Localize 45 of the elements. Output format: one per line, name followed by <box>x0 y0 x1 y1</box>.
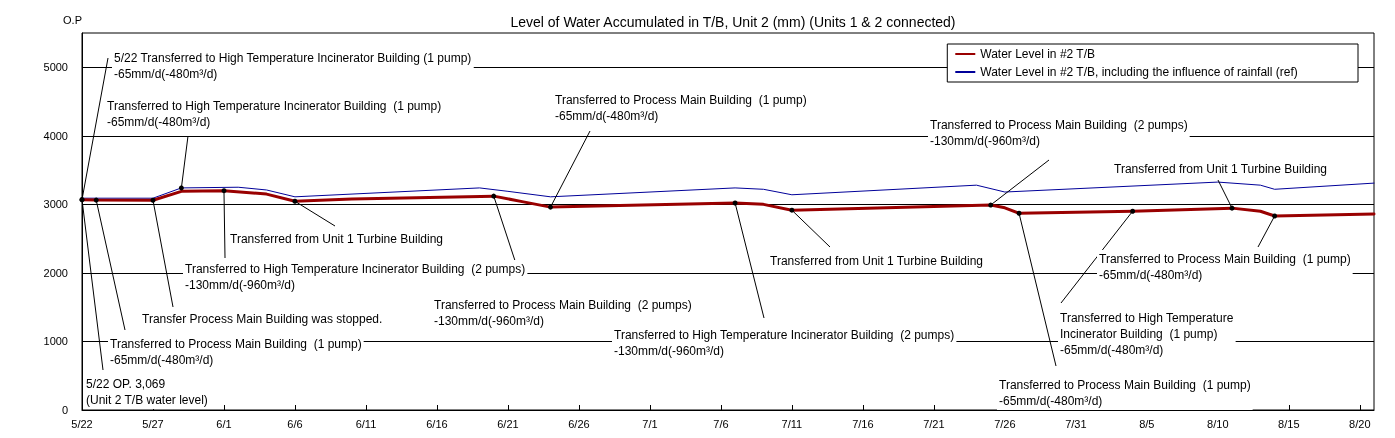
x-tick-label: 8/15 <box>1278 417 1300 430</box>
y-tick-label: 0 <box>61 404 68 416</box>
legend-label: Water Level in #2 T/B, including the influence of rainfall (ref) <box>980 65 1298 79</box>
y-tick-label: 5000 <box>43 61 68 74</box>
x-tick-label: 7/26 <box>994 417 1016 430</box>
x-tick-label: 6/26 <box>568 417 590 430</box>
x-tick-label: 7/11 <box>781 417 803 430</box>
annotation: Transferred to High Temperature Incinerator Building (2 pumps) -130mm/d(-960m³/d) <box>185 262 526 292</box>
annotation: Transferred to Process Main Building (1 pump) -65mm/d(-480m³/d) <box>110 337 362 367</box>
annotation: Transferred from Unit 1 Turbine Building <box>770 254 983 268</box>
annotation: Transferred to High Temperature Incinerator Building (1 pump) -65mm/d(-480m³/d) <box>1060 311 1234 357</box>
annotation: Transferred from Unit 1 Turbine Building <box>1114 162 1327 176</box>
x-tick-label: 5/27 <box>142 417 164 430</box>
x-tick-label: 6/21 <box>497 417 519 430</box>
y-tick-label: 2000 <box>43 266 68 279</box>
x-tick-label: 7/31 <box>1065 417 1087 430</box>
x-tick-label: 7/16 <box>852 417 874 430</box>
x-tick-label: 6/16 <box>426 417 448 430</box>
y-axis-title: O.P <box>63 13 82 26</box>
x-tick-label: 7/21 <box>923 417 945 430</box>
x-tick-label: 7/6 <box>713 417 729 430</box>
y-tick-label: 1000 <box>43 335 68 348</box>
y-tick-label: 4000 <box>43 129 68 142</box>
x-tick-label: 7/1 <box>642 417 658 430</box>
annotation: 5/22 OP. 3,069 (Unit 2 T/B water level) <box>86 377 208 407</box>
annotation: Transferred to Process Main Building (1 pump) -65mm/d(-480m³/d) <box>999 378 1251 408</box>
x-tick-label: 6/6 <box>287 417 303 430</box>
x-tick-label: 6/1 <box>216 417 232 430</box>
chart-title: Level of Water Accumulated in T/B, Unit 2 (mm) (Units 1 & 2 connected) <box>510 14 956 30</box>
annotation: Transferred to Process Main Building (2 pumps) -130mm/d(-960m³/d) <box>930 118 1188 148</box>
annotation: Transferred to High Temperature Incinerator Building (2 pumps) -130mm/d(-960m³/d) <box>614 328 955 358</box>
annotation: Transferred to Process Main Building (2 pumps) -130mm/d(-960m³/d) <box>434 298 692 328</box>
x-tick-label: 8/10 <box>1207 417 1229 430</box>
legend-label: Water Level in #2 T/B <box>980 47 1096 61</box>
annotation: 5/22 Transferred to High Temperature Incinerator Building (1 pump) -65mm/d(-480m³/d) <box>114 51 472 81</box>
x-tick-label: 5/22 <box>71 417 93 430</box>
annotation: Transfer Process Main Building was stopped. <box>142 312 383 326</box>
x-tick-label: 6/11 <box>355 417 377 430</box>
annotation: Transferred from Unit 1 Turbine Building <box>230 232 443 246</box>
annotation: Transferred to Process Main Building (1 pump) -65mm/d(-480m³/d) <box>1099 252 1351 282</box>
x-tick-label: 8/5 <box>1139 417 1155 430</box>
annotation: Transferred to Process Main Building (1 pump) -65mm/d(-480m³/d) <box>555 93 807 123</box>
annotation: Transferred to High Temperature Incinerator Building (1 pump) -65mm/d(-480m³/d) <box>107 99 442 129</box>
y-tick-label: 3000 <box>43 198 68 211</box>
x-tick-label: 8/20 <box>1349 417 1371 430</box>
